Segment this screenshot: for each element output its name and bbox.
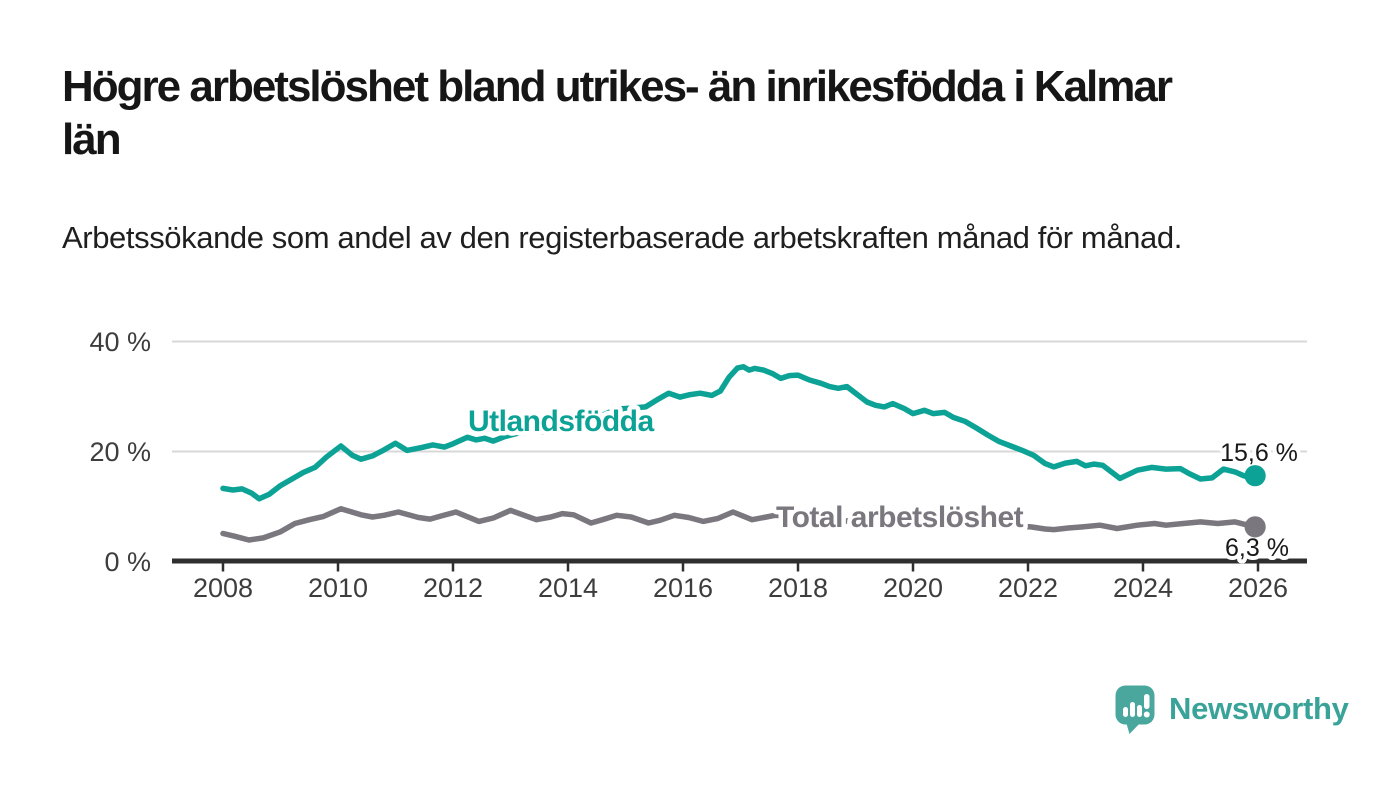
page-title: Högre arbetslöshet bland utrikes- än inr… [62,60,1317,166]
logo-exclamation-dot [1143,711,1150,718]
page-title-line2: län [62,115,122,165]
x-axis-tick-label: 2014 [538,573,598,603]
logo-bar-1 [1123,707,1128,717]
newsworthy-logo-text: Newsworthy [1169,691,1349,726]
series-end-value-total-arbetsloshet: 6,3 % [1225,534,1289,562]
y-axis-tick-label: 20 % [89,437,151,467]
x-axis-tick-label: 2018 [768,573,828,603]
x-axis-tick-label: 2012 [423,573,483,603]
newsworthy-logo: Newsworthy [1114,684,1349,734]
series-label-total-arbetsloshet: Total arbetslöshet [776,501,1024,534]
x-axis-tick-label: 2008 [193,573,253,603]
series-end-dot-total-arbetsloshet [1244,516,1266,538]
x-axis-tick-label: 2016 [653,573,713,603]
logo-bubble-tail [1126,722,1141,734]
page-title-line1: Högre arbetslöshet bland utrikes- än inr… [62,62,1173,111]
series-end-value-utlandsfodda: 15,6 % [1220,439,1298,467]
x-axis-tick-label: 2026 [1228,573,1288,603]
series-end-dot-utlandsfodda [1244,465,1266,487]
logo-bar-3 [1137,705,1142,717]
series-label-utlandsfodda: Utlandsfödda [468,405,654,438]
logo-bar-2 [1130,702,1135,717]
y-axis-tick-label: 0 % [104,547,151,577]
newsworthy-logo-icon [1115,685,1155,734]
x-axis-tick-label: 2010 [308,573,368,603]
y-axis-tick-label: 40 % [89,327,151,357]
series-line-utlandsfodda [220,364,1258,502]
logo-exclamation-bar [1144,694,1150,709]
series-line-total-arbetsloshet [220,505,1258,543]
x-axis-tick-label: 2020 [883,573,943,603]
chart-subtitle: Arbetssökande som andel av den registerb… [62,220,1182,255]
x-axis-tick-label: 2024 [1113,573,1173,603]
x-axis-tick-label: 2022 [998,573,1058,603]
